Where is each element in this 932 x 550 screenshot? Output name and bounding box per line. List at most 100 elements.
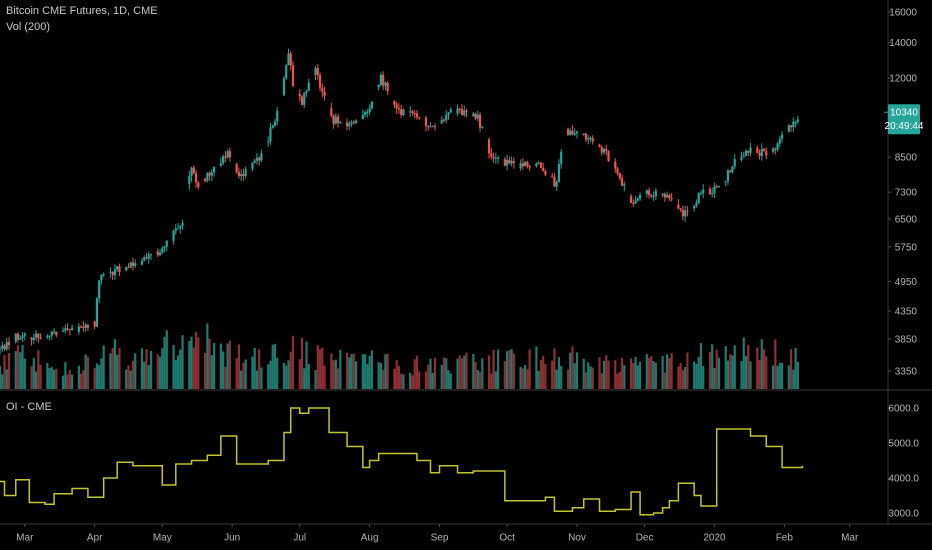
candle xyxy=(84,322,87,333)
candle xyxy=(605,144,608,156)
candle xyxy=(298,88,301,102)
candle xyxy=(508,156,511,165)
candle xyxy=(62,327,65,332)
candle xyxy=(623,181,626,192)
candle xyxy=(287,48,290,66)
candle xyxy=(393,100,396,108)
volume-bar xyxy=(776,365,779,389)
price-pane[interactable] xyxy=(0,48,799,355)
candle xyxy=(526,160,529,169)
candle xyxy=(323,86,326,101)
candle xyxy=(715,184,718,189)
time-tick-label: Jun xyxy=(224,533,240,544)
candle xyxy=(64,324,67,334)
candle xyxy=(23,332,26,341)
volume-bar xyxy=(544,364,547,389)
volume-bar xyxy=(744,355,748,389)
candle xyxy=(307,78,310,92)
volume-bar xyxy=(638,361,642,389)
candle xyxy=(253,158,256,164)
candle xyxy=(693,205,696,212)
volume-bar xyxy=(524,365,527,389)
symbol-legend[interactable]: Bitcoin CME Futures, 1D, CME xyxy=(6,5,158,17)
candle xyxy=(490,148,493,160)
volume-bar xyxy=(402,374,405,389)
candle xyxy=(140,257,144,266)
volume-bar xyxy=(413,359,416,389)
candle xyxy=(571,125,574,136)
candle xyxy=(765,147,768,160)
volume-bar xyxy=(458,355,461,389)
oi-tick-label: 6000.0 xyxy=(888,404,919,415)
candle xyxy=(48,335,51,341)
volume-bar xyxy=(98,365,101,389)
oi-line xyxy=(0,407,804,516)
candle xyxy=(677,199,680,210)
volume-bar xyxy=(190,336,193,389)
candle xyxy=(21,331,24,343)
candle xyxy=(650,193,653,199)
candle xyxy=(316,63,319,80)
candle xyxy=(618,172,621,181)
volume-bar xyxy=(95,363,99,389)
candle xyxy=(756,145,759,154)
volume-bar xyxy=(598,357,601,389)
candle xyxy=(496,155,500,164)
oi-pane[interactable] xyxy=(0,407,804,516)
volume-legend[interactable]: Vol (200) xyxy=(6,21,51,33)
volume-bar xyxy=(255,370,259,389)
candle xyxy=(731,165,734,174)
candle xyxy=(345,118,349,131)
candle xyxy=(145,253,148,260)
candle xyxy=(80,325,83,329)
candle xyxy=(729,169,732,174)
volume-bar xyxy=(194,331,198,389)
oi-legend[interactable]: OI - CME xyxy=(6,401,52,413)
oi-tick-label: 5000.0 xyxy=(888,439,919,450)
candle xyxy=(702,184,705,199)
candle xyxy=(569,127,572,136)
candle xyxy=(118,263,121,276)
volume-bar xyxy=(647,357,651,389)
volume-bar xyxy=(348,357,351,389)
candle xyxy=(506,154,509,171)
candle xyxy=(411,109,414,116)
candle xyxy=(368,104,371,116)
candle xyxy=(521,158,524,170)
price-tick-label: 6500 xyxy=(895,214,918,225)
candle xyxy=(0,345,2,355)
candle xyxy=(303,91,306,108)
candle xyxy=(95,297,99,328)
candle xyxy=(109,267,112,278)
volume-bar xyxy=(519,366,522,389)
time-tick-label: Jul xyxy=(293,533,306,544)
volume-bar xyxy=(102,345,105,389)
candle xyxy=(553,173,556,188)
candle xyxy=(679,208,682,212)
candle xyxy=(539,161,543,169)
volume-bar xyxy=(5,369,8,389)
volume-bar xyxy=(303,368,306,389)
volume-bar xyxy=(158,356,162,389)
candle xyxy=(400,104,403,118)
candle xyxy=(52,328,56,335)
candle xyxy=(645,189,648,198)
time-axis[interactable]: Mar Apr May Jun Jul Aug Sep Oct Nov Dec 2020 Feb Mar xyxy=(16,524,859,544)
volume-bar xyxy=(366,364,369,389)
candle xyxy=(355,119,358,125)
volume-bar xyxy=(116,354,119,389)
candle xyxy=(235,162,238,174)
volume-bar xyxy=(208,338,211,389)
candle xyxy=(724,181,727,187)
candle xyxy=(686,206,689,217)
volume-bar xyxy=(503,361,506,389)
candle xyxy=(361,109,364,120)
candle xyxy=(560,148,563,169)
candle xyxy=(364,110,367,118)
volume-bar xyxy=(589,366,592,389)
candle xyxy=(93,320,96,330)
price-tick-label: 8500 xyxy=(895,153,918,164)
volume-bar xyxy=(355,361,358,389)
